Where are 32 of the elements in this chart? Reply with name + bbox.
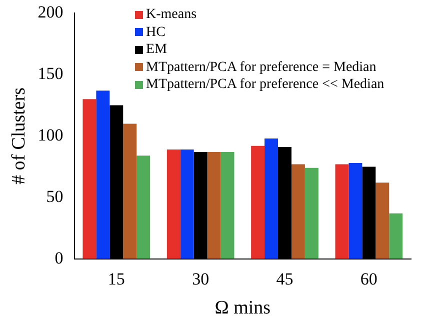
bar: [166, 150, 180, 259]
bar: [376, 182, 390, 259]
bar: [251, 146, 265, 259]
legend-label: HC: [146, 24, 166, 41]
bar: [82, 99, 96, 259]
x-tick-label: 60: [360, 269, 378, 288]
bar: [348, 163, 362, 259]
legend-label: K-means: [146, 6, 197, 24]
legend-label: MTpattern/PCA for preference = Median: [146, 58, 376, 76]
bar: [389, 213, 403, 259]
bar: [207, 152, 221, 259]
bar: [96, 90, 110, 259]
y-tick-label: 0: [54, 248, 64, 268]
x-tick-label: 30: [192, 269, 210, 288]
bar: [291, 164, 305, 259]
legend-label: EM: [146, 41, 167, 58]
bar: [304, 168, 318, 259]
legend-label: MTpattern/PCA for preference << Median: [146, 76, 384, 94]
y-axis-title: # of Clusters: [8, 87, 30, 185]
bar: [136, 156, 150, 259]
y-tick-label: 50: [46, 186, 64, 206]
y-tick-label: 100: [38, 125, 64, 144]
x-tick-label: 45: [276, 269, 294, 288]
x-tick-label: 15: [108, 269, 125, 288]
bar: [123, 124, 137, 259]
bar: [335, 164, 349, 259]
x-axis-title: Ω mins: [214, 298, 271, 319]
bar: [220, 152, 234, 259]
bar: [180, 150, 194, 259]
y-tick-label: 200: [38, 2, 64, 22]
bar: [264, 138, 278, 259]
y-tick-label: 150: [38, 64, 64, 84]
